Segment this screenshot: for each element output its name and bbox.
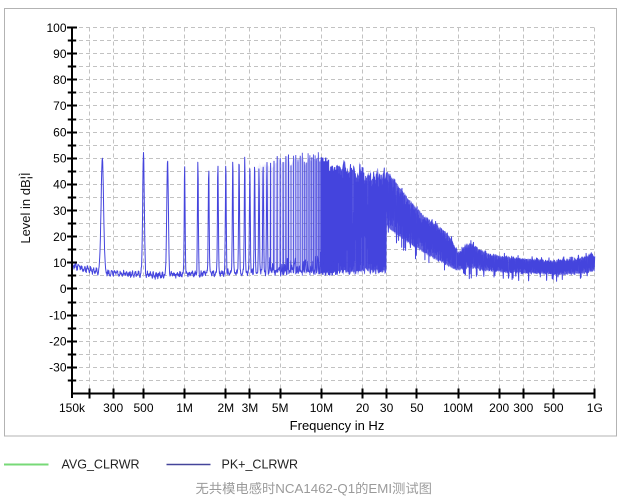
svg-text:500: 500 (544, 401, 564, 415)
svg-text:2M: 2M (217, 401, 234, 415)
svg-text:20: 20 (53, 230, 67, 244)
svg-text:300: 300 (513, 401, 533, 415)
svg-text:AVG_CLRWR: AVG_CLRWR (62, 458, 140, 472)
svg-text:NCA1462-Q1: NCA1462-Q1 (275, 481, 355, 496)
svg-text:1M: 1M (176, 401, 193, 415)
svg-text:Level in dB¦Ì: Level in dB¦Ì (18, 172, 33, 243)
svg-text:60: 60 (53, 125, 67, 139)
svg-text:90: 90 (53, 47, 67, 61)
svg-text:80: 80 (53, 73, 67, 87)
svg-text:200: 200 (489, 401, 509, 415)
svg-text:30: 30 (380, 401, 394, 415)
svg-text:30: 30 (53, 204, 67, 218)
svg-text:20: 20 (356, 401, 370, 415)
svg-text:50: 50 (410, 401, 424, 415)
svg-text:70: 70 (53, 99, 67, 113)
svg-text:1G: 1G (587, 401, 603, 415)
svg-text:5M: 5M (272, 401, 289, 415)
svg-text:10M: 10M (310, 401, 333, 415)
svg-text:40: 40 (53, 178, 67, 192)
svg-text:3M: 3M (242, 401, 259, 415)
svg-text:0: 0 (60, 282, 67, 296)
svg-text:50: 50 (53, 152, 67, 166)
svg-text:10: 10 (53, 256, 67, 270)
svg-text:500: 500 (133, 401, 153, 415)
svg-text:150k: 150k (59, 401, 86, 415)
svg-text:100: 100 (46, 21, 66, 35)
svg-text:-10: -10 (49, 308, 67, 322)
svg-text:Frequency in Hz: Frequency in Hz (290, 418, 385, 433)
svg-text:300: 300 (103, 401, 123, 415)
svg-text:PK+_CLRWR: PK+_CLRWR (222, 458, 299, 472)
svg-text:-20: -20 (49, 335, 67, 349)
svg-text:100M: 100M (443, 401, 473, 415)
svg-text:-30: -30 (49, 361, 67, 375)
svg-text:EMI: EMI (368, 481, 392, 496)
